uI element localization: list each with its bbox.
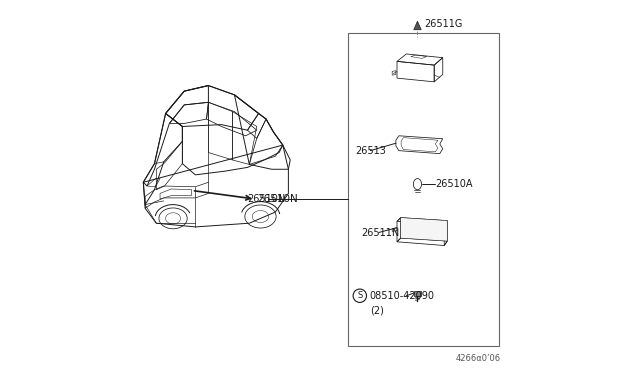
- Text: 26511G: 26511G: [424, 19, 463, 29]
- Bar: [348, 33, 499, 346]
- Text: 26510N: 26510N: [248, 194, 285, 204]
- Text: 26510N: 26510N: [257, 194, 298, 204]
- Text: 26513: 26513: [355, 146, 386, 155]
- Text: S: S: [357, 291, 362, 300]
- Text: 26511N: 26511N: [361, 228, 399, 237]
- Polygon shape: [413, 21, 421, 30]
- Polygon shape: [413, 291, 421, 296]
- Text: 26510A: 26510A: [435, 179, 473, 189]
- Polygon shape: [401, 218, 447, 241]
- Text: 4266α0’06: 4266α0’06: [455, 354, 500, 363]
- Text: (2): (2): [370, 306, 384, 315]
- Text: 08510-42090: 08510-42090: [369, 291, 434, 301]
